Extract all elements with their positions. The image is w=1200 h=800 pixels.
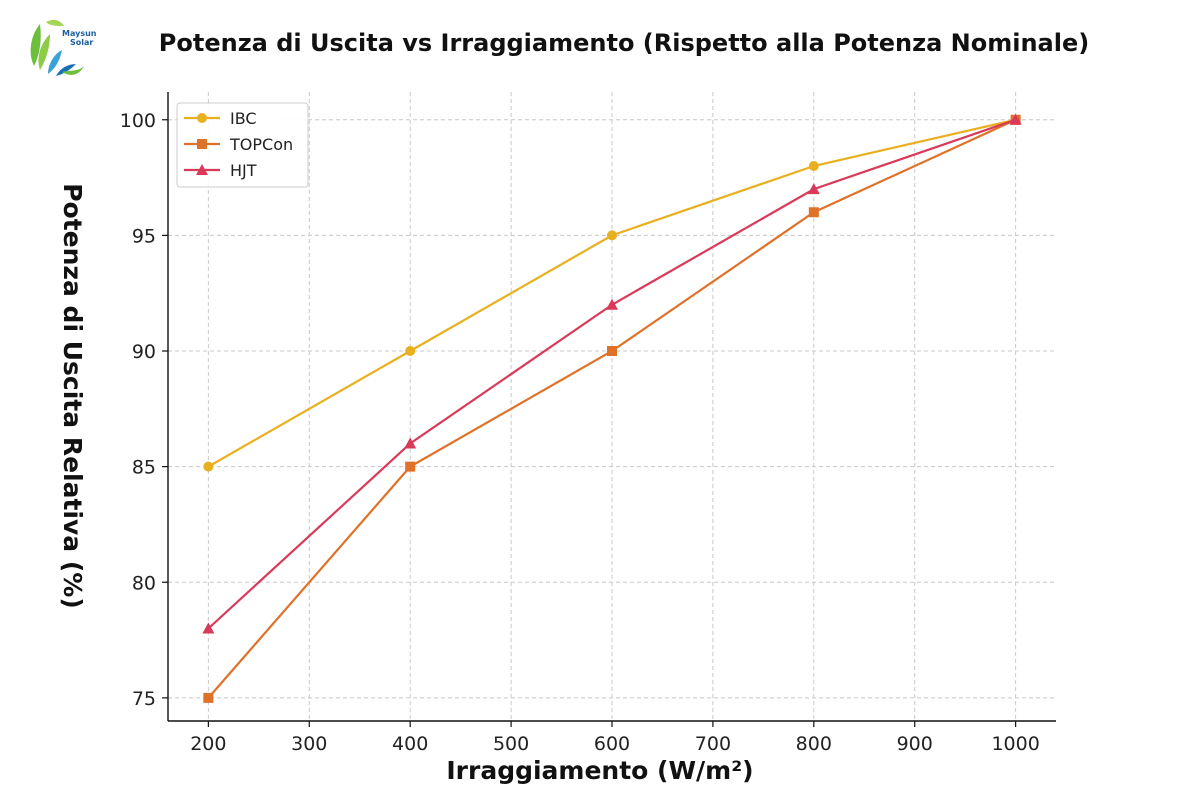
y-tick-label: 90 bbox=[132, 341, 156, 363]
data-point-ibc bbox=[607, 230, 617, 241]
legend-box bbox=[176, 102, 309, 188]
data-point-ibc bbox=[405, 346, 416, 356]
y-tick-label: 80 bbox=[132, 572, 156, 594]
x-tick-label: 400 bbox=[392, 733, 428, 755]
x-tick-label: 500 bbox=[493, 733, 529, 755]
logo-text-line2: Solar bbox=[70, 38, 93, 47]
data-point-hjt bbox=[404, 437, 417, 449]
leaf-icon bbox=[30, 19, 84, 76]
series-hjt bbox=[202, 113, 1022, 634]
x-tick-label: 300 bbox=[291, 733, 327, 755]
legend-label-hjt: HJT bbox=[230, 161, 257, 180]
legend-marker-topcon bbox=[197, 139, 207, 149]
maysun-solar-logo: Maysun Solar bbox=[30, 19, 96, 76]
data-point-topcon bbox=[203, 692, 214, 703]
chart-title: Potenza di Uscita vs Irraggiamento (Risp… bbox=[159, 29, 1089, 57]
x-tick-label: 800 bbox=[796, 733, 832, 755]
y-axis-label: Potenza di Uscita Relativa (%) bbox=[58, 183, 87, 609]
y-tick-label: 75 bbox=[132, 688, 156, 710]
x-tick-label: 1000 bbox=[991, 733, 1039, 755]
x-tick-label: 200 bbox=[190, 733, 226, 755]
legend: IBC TOPCon HJT bbox=[176, 102, 309, 188]
y-tick-label: 85 bbox=[132, 457, 156, 479]
data-point-topcon bbox=[808, 207, 819, 218]
logo-text-line1: Maysun bbox=[62, 29, 96, 38]
data-point-ibc bbox=[808, 161, 819, 171]
data-point-topcon bbox=[607, 346, 617, 356]
data-point-hjt bbox=[807, 183, 820, 195]
data-point-ibc bbox=[203, 461, 214, 472]
legend-label-topcon: TOPCon bbox=[229, 135, 293, 154]
legend-marker-ibc bbox=[197, 113, 207, 123]
y-axis-ticks: 75 80 85 90 95 100 bbox=[120, 110, 168, 710]
legend-label-ibc: IBC bbox=[230, 109, 257, 128]
x-tick-label: 600 bbox=[594, 733, 630, 755]
x-tick-label: 700 bbox=[695, 733, 731, 755]
series-ibc bbox=[203, 114, 1021, 472]
y-tick-label: 95 bbox=[132, 225, 156, 247]
data-point-hjt bbox=[1009, 113, 1022, 125]
data-point-hjt bbox=[606, 298, 618, 310]
data-point-hjt bbox=[202, 622, 215, 634]
data-point-topcon bbox=[405, 461, 416, 472]
x-tick-label: 900 bbox=[897, 733, 933, 755]
legend-marker-hjt bbox=[196, 164, 208, 175]
series-group bbox=[202, 113, 1022, 703]
x-axis-label: Irraggiamento (W/m²) bbox=[446, 756, 753, 785]
y-tick-label: 100 bbox=[120, 110, 156, 132]
x-axis-ticks: 200 300 400 500 600 700 800 900 1000 bbox=[190, 721, 1040, 755]
